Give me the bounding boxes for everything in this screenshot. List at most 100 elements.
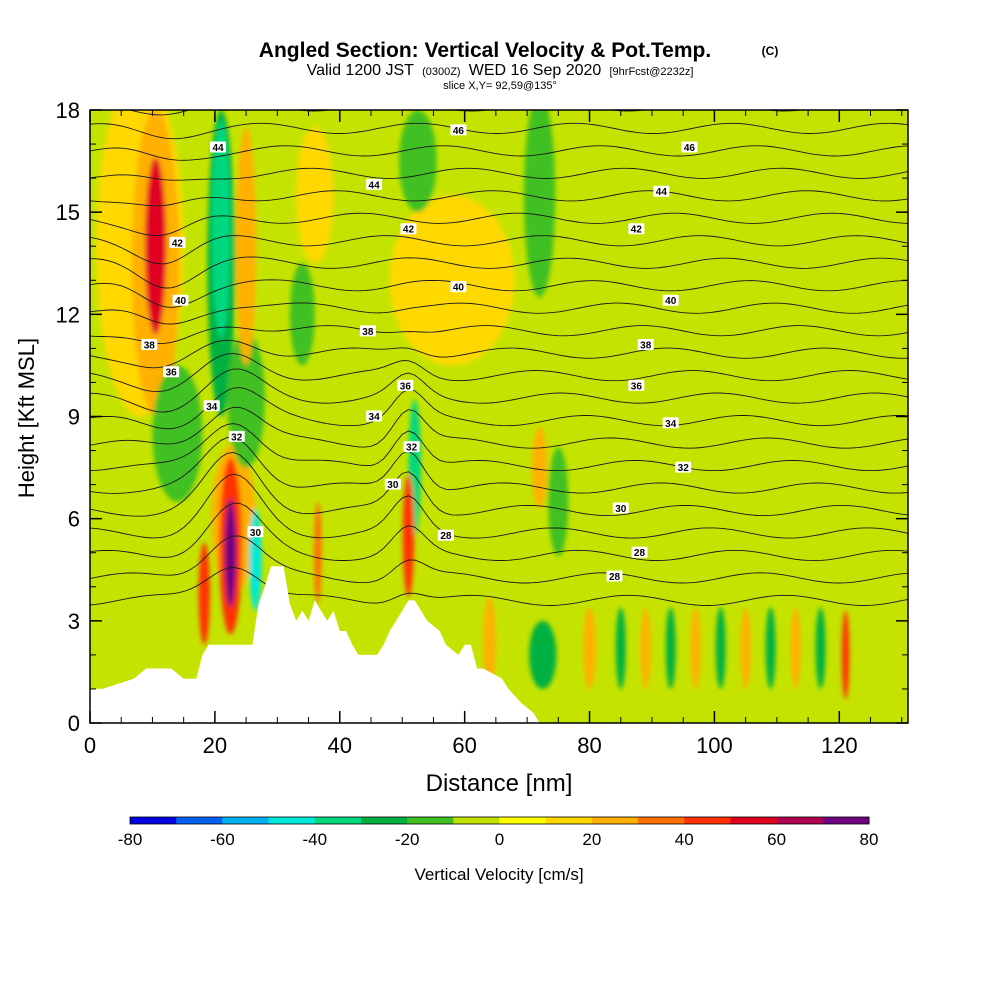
isentrope-35	[90, 339, 908, 369]
contour-label-text: 28	[440, 531, 452, 542]
contour-label-text: 44	[369, 180, 381, 191]
velocity-cell-19	[249, 508, 262, 611]
y-tick-label: 6	[68, 507, 80, 532]
velocity-cell-34	[314, 501, 322, 604]
contour-label-bg	[366, 178, 383, 190]
velocity-cell-26	[640, 607, 651, 689]
contour-label-text: 28	[609, 572, 621, 583]
colorbar-swatch-12	[684, 817, 731, 824]
colorbar-swatch-2	[222, 817, 270, 824]
contour-label-bg	[403, 441, 420, 453]
contour-label-bg	[612, 502, 629, 514]
contour-label-18: 34	[366, 410, 383, 423]
contour-label-3: 44	[366, 178, 383, 191]
colorbar-swatch-15	[822, 817, 870, 824]
contour-label-2: 46	[681, 141, 698, 154]
contour-label-bg	[681, 141, 698, 153]
contour-label-13: 38	[637, 338, 654, 351]
x-tick-label: 120	[821, 733, 858, 758]
colorbar-swatch-6	[407, 817, 454, 824]
contour-label-27: 28	[631, 546, 648, 559]
velocity-cell-10	[211, 120, 231, 339]
contour-label-text: 34	[206, 402, 218, 413]
contour-label-22: 32	[675, 461, 692, 474]
velocity-cell-12	[399, 110, 437, 213]
contour-label-12: 38	[359, 325, 376, 338]
colorbar-swatch-9	[545, 817, 593, 824]
isentrope-29	[90, 436, 908, 494]
colorbar-swatch-8	[499, 817, 547, 824]
contour-labels: 44 46 46 44 44 42 42 42 40 40 40 38 38 38 36 36 36 34 34 34…	[141, 124, 698, 583]
velocity-cell-14	[289, 263, 315, 366]
velocity-cell-20	[224, 498, 237, 608]
velocity-cell-8	[296, 127, 334, 264]
isentrope-43	[90, 167, 908, 181]
velocity-cell-35	[841, 610, 850, 700]
y-tick-label: 15	[56, 200, 80, 225]
isentrope-37	[90, 302, 908, 325]
velocity-cell-23	[198, 542, 210, 645]
contour-label-text: 40	[665, 296, 677, 307]
contour-label-text: 44	[656, 187, 668, 198]
velocity-cell-1	[389, 195, 515, 366]
contour-label-bg	[675, 461, 692, 473]
colorbar-swatch-7	[453, 817, 500, 824]
x-tick-label: 20	[203, 733, 227, 758]
x-tick-label: 80	[577, 733, 601, 758]
velocity-cell-16	[528, 620, 557, 689]
colorbar-swatch-1	[176, 817, 223, 824]
plot-area: 44 46 46 44 44 42 42 42 40 40 40 38 38 38 36 36 36 34 34 34…	[90, 110, 908, 723]
contour-label-bg	[210, 141, 227, 153]
colorbar-tick-label: -40	[302, 830, 327, 849]
colorbar-tick-label: -60	[210, 830, 235, 849]
contour-label-text: 42	[403, 225, 415, 236]
contour-label-25: 30	[247, 526, 264, 539]
velocity-cell-31	[765, 607, 776, 689]
velocity-cell-24	[583, 607, 596, 689]
contour-label-1: 46	[450, 124, 467, 137]
velocity-cell-25	[615, 607, 626, 689]
chart-title: Angled Section: Vertical Velocity & Pot.…	[259, 39, 711, 62]
contour-label-bg	[397, 379, 414, 391]
subtitle-valid: Valid 1200 JST	[307, 62, 415, 79]
isentrope-33	[90, 368, 908, 413]
contour-label-4: 44	[653, 185, 670, 198]
isentrope-25	[90, 535, 908, 584]
velocity-cell-15	[548, 447, 569, 557]
colorbar-tick-label: -80	[118, 830, 143, 849]
colorbar-tick-label: 60	[767, 830, 786, 849]
subtitle-forecast: [9hrFcst@2232z]	[609, 66, 693, 78]
contour-label-28: 28	[606, 570, 623, 583]
contour-label-26: 28	[437, 529, 454, 542]
isentrope-32	[90, 387, 908, 430]
velocity-cell-29	[715, 607, 726, 689]
contour-label-24: 30	[612, 502, 629, 515]
contour-label-bg	[400, 223, 417, 235]
velocity-cell-22	[483, 596, 496, 693]
contour-label-text: 34	[665, 419, 677, 430]
y-axis-label: Height [Kft MSL]	[14, 338, 39, 498]
velocity-cell-30	[740, 607, 751, 689]
contour-label-text: 42	[631, 225, 643, 236]
contour-label-bg	[384, 478, 401, 490]
isentrope-28	[90, 452, 908, 517]
contour-label-bg	[141, 338, 158, 350]
contour-label-text: 42	[172, 238, 184, 249]
contour-label-text: 44	[212, 143, 224, 154]
contour-label-text: 32	[231, 432, 243, 443]
colorbar-tick-label: 40	[675, 830, 694, 849]
isentrope-42	[90, 190, 908, 207]
velocity-cell-28	[690, 607, 701, 689]
contour-label-bg	[628, 379, 645, 391]
x-tick-label: 60	[452, 733, 476, 758]
colorbar-swatch-14	[776, 817, 824, 824]
contour-label-bg	[366, 410, 383, 422]
contour-label-text: 40	[175, 296, 187, 307]
chart-subtitle: Valid 1200 JST (0300Z) WED 16 Sep 2020 […	[307, 62, 694, 79]
isentrope-27	[90, 473, 908, 539]
contour-label-bg	[637, 338, 654, 350]
y-tick-label: 9	[68, 405, 80, 430]
isentrope-38	[90, 279, 908, 308]
contour-label-bg	[662, 417, 679, 429]
